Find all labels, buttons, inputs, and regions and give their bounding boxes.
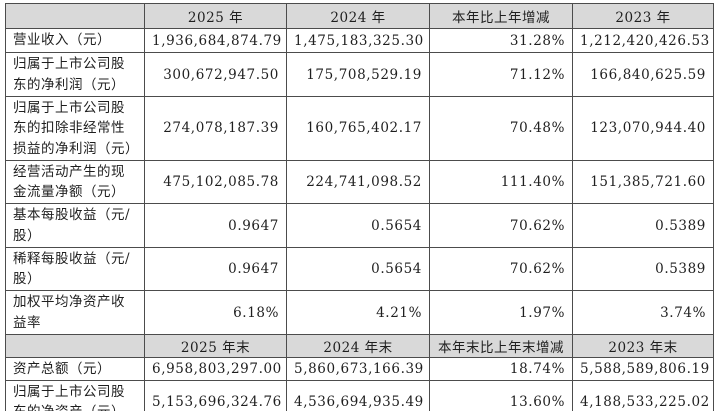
value-2024: 5,860,673,166.39	[286, 356, 430, 382]
value-2023: 0.5389	[572, 246, 714, 292]
financial-summary-table: 2025 年 2024 年 本年比上年增减 2023 年 营业收入（元） 1,9…	[5, 3, 714, 411]
value-2025: 300,672,947.50	[144, 52, 287, 97]
column-header-yoy-change: 本年比上年增减	[429, 3, 573, 29]
row-label: 稀释每股收益（元/股）	[5, 246, 145, 292]
value-2025: 1,936,684,874.79	[144, 28, 287, 53]
row-label: 加权平均净资产收益率	[5, 290, 145, 335]
value-2025: 475,102,085.78	[144, 159, 287, 205]
table-row-net-assets: 归属于上市公司股东的净资产（元） 5,153,696,324.76 4,536,…	[5, 380, 714, 411]
column-header-2025-end: 2025 年末	[144, 333, 287, 358]
period-header-row: 2025 年 2024 年 本年比上年增减 2023 年	[5, 3, 714, 29]
row-label: 归属于上市公司股东的扣除非经常性损益的净利润（元）	[5, 96, 145, 161]
value-2024: 160,765,402.17	[286, 96, 430, 161]
value-2025: 274,078,187.39	[144, 96, 287, 161]
column-header-2024: 2024 年	[286, 3, 430, 29]
value-change: 70.48%	[429, 96, 573, 161]
row-label: 归属于上市公司股东的净利润（元）	[5, 52, 145, 97]
table-row-deducted-net-profit: 归属于上市公司股东的扣除非经常性损益的净利润（元） 274,078,187.39…	[5, 96, 714, 161]
table-row-operating-cash-flow: 经营活动产生的现金流量净额（元） 475,102,085.78 224,741,…	[5, 159, 714, 205]
value-2023: 4,188,533,225.02	[572, 380, 714, 411]
value-2024: 0.5654	[286, 246, 430, 292]
column-header-yoy-end-change: 本年末比上年末增减	[429, 333, 573, 358]
value-2023: 166,840,625.59	[572, 52, 714, 97]
table-row-revenue: 营业收入（元） 1,936,684,874.79 1,475,183,325.3…	[5, 28, 714, 53]
value-2025: 6.18%	[144, 290, 287, 335]
row-label: 归属于上市公司股东的净资产（元）	[5, 380, 145, 411]
value-2025: 5,153,696,324.76	[144, 380, 287, 411]
value-change: 70.62%	[429, 203, 573, 248]
value-change: 111.40%	[429, 159, 573, 205]
column-header-2023-end: 2023 年末	[572, 333, 714, 358]
value-change: 13.60%	[429, 380, 573, 411]
value-2024: 1,475,183,325.30	[286, 28, 430, 53]
value-2023: 1,212,420,426.53	[572, 28, 714, 53]
value-2024: 224,741,098.52	[286, 159, 430, 205]
value-change: 31.28%	[429, 28, 573, 53]
value-2025: 6,958,803,297.00	[144, 356, 287, 382]
value-change: 70.62%	[429, 246, 573, 292]
value-change: 71.12%	[429, 52, 573, 97]
column-header-2025: 2025 年	[144, 3, 287, 29]
table-row-weighted-avg-roe: 加权平均净资产收益率 6.18% 4.21% 1.97% 3.74%	[5, 290, 714, 335]
corner-cell	[5, 3, 145, 29]
value-2024: 175,708,529.19	[286, 52, 430, 97]
table-row-basic-eps: 基本每股收益（元/股） 0.9647 0.5654 70.62% 0.5389	[5, 203, 714, 248]
value-change: 18.74%	[429, 356, 573, 382]
column-header-2023: 2023 年	[572, 3, 714, 29]
row-label: 资产总额（元）	[5, 356, 145, 382]
value-2023: 5,588,589,806.19	[572, 356, 714, 382]
value-2025: 0.9647	[144, 203, 287, 248]
period-end-header-row: 2025 年末 2024 年末 本年末比上年末增减 2023 年末	[5, 333, 714, 358]
value-2023: 3.74%	[572, 290, 714, 335]
row-label: 营业收入（元）	[5, 28, 145, 53]
value-2025: 0.9647	[144, 246, 287, 292]
value-2023: 123,070,944.40	[572, 96, 714, 161]
value-2024: 0.5654	[286, 203, 430, 248]
value-2023: 151,385,721.60	[572, 159, 714, 205]
value-2023: 0.5389	[572, 203, 714, 248]
corner-cell	[5, 333, 145, 358]
table-row-diluted-eps: 稀释每股收益（元/股） 0.9647 0.5654 70.62% 0.5389	[5, 246, 714, 292]
table-row-net-profit: 归属于上市公司股东的净利润（元） 300,672,947.50 175,708,…	[5, 52, 714, 97]
value-2024: 4,536,694,935.49	[286, 380, 430, 411]
table-row-total-assets: 资产总额（元） 6,958,803,297.00 5,860,673,166.3…	[5, 356, 714, 382]
column-header-2024-end: 2024 年末	[286, 333, 430, 358]
row-label: 经营活动产生的现金流量净额（元）	[5, 159, 145, 205]
value-change: 1.97%	[429, 290, 573, 335]
row-label: 基本每股收益（元/股）	[5, 203, 145, 248]
value-2024: 4.21%	[286, 290, 430, 335]
